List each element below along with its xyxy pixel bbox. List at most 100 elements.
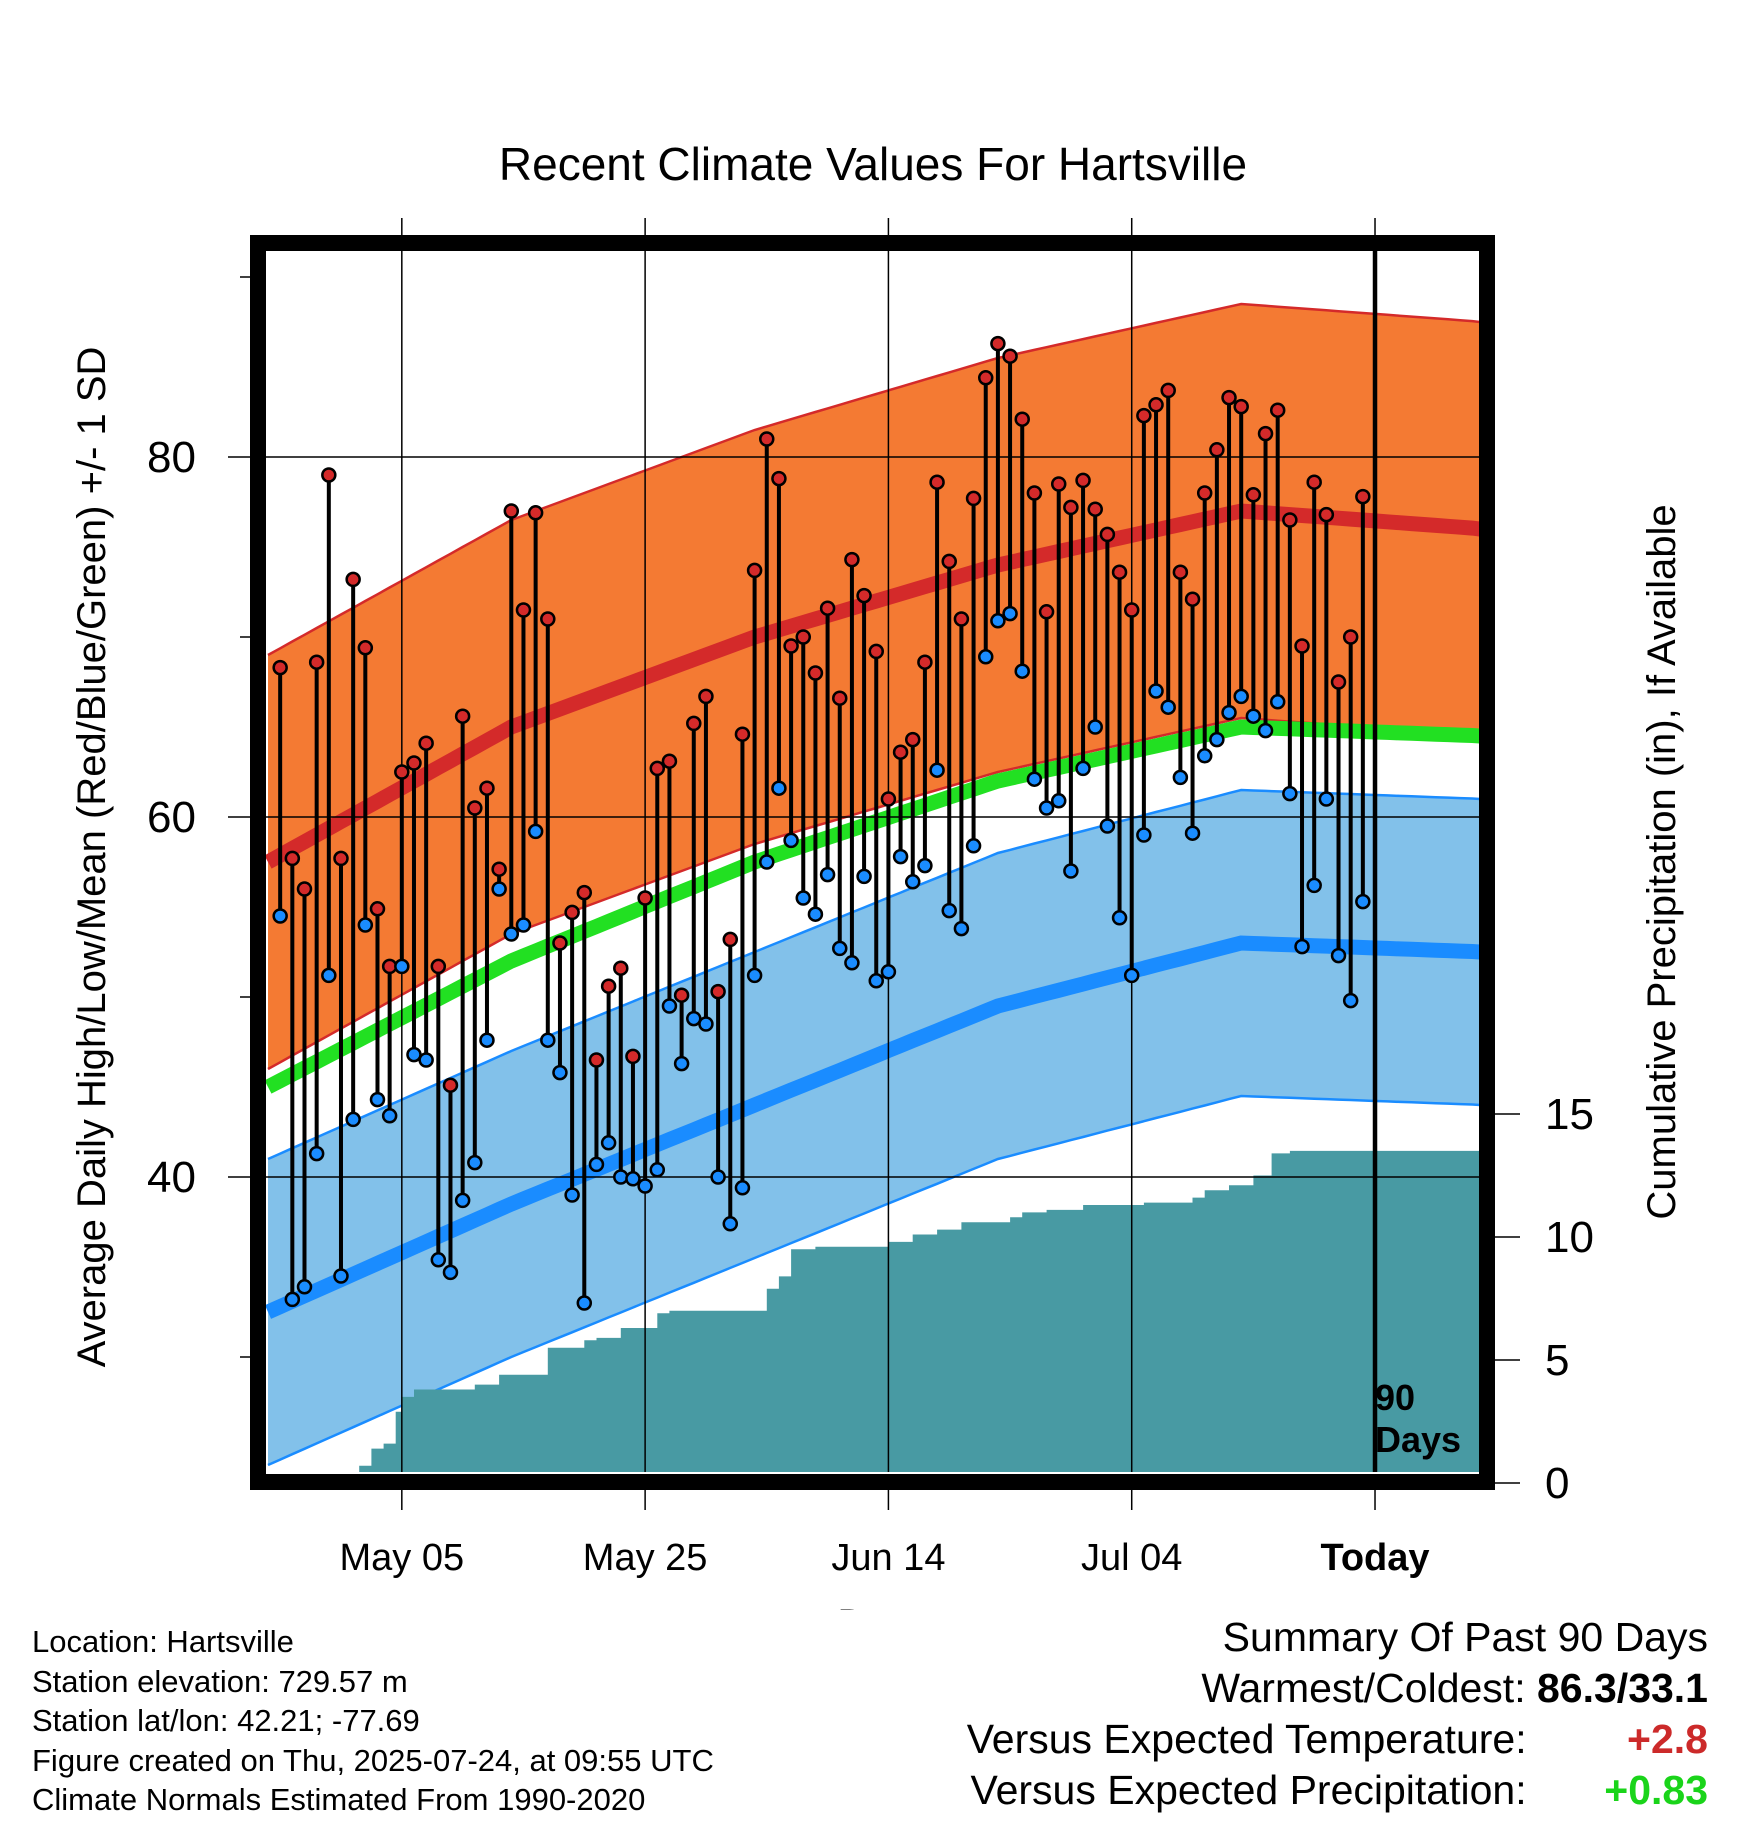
- daily-low-point: [965, 838, 982, 854]
- daily-high-point: [880, 791, 897, 807]
- daily-high-point: [1330, 674, 1347, 690]
- daily-low-point: [1014, 663, 1030, 679]
- station-metadata: Location: Hartsville Station elevation: …: [32, 1622, 714, 1820]
- daily-high-point: [1099, 526, 1116, 543]
- daily-low-point: [929, 762, 945, 778]
- daily-high-point: [552, 935, 568, 951]
- daily-low-point: [503, 926, 520, 942]
- normal-low-line: [265, 935, 1480, 1319]
- warmest-value: 86.3/33.1: [1537, 1665, 1708, 1711]
- daily-low-point: [746, 967, 763, 984]
- daily-high-point: [333, 850, 349, 867]
- daily-high-point: [564, 904, 580, 921]
- daily-low-point: [1172, 769, 1189, 786]
- daily-low-point: [686, 1010, 702, 1027]
- daily-low-point: [637, 1178, 653, 1194]
- daily-high-point: [1172, 564, 1189, 580]
- daily-low-point: [734, 1180, 751, 1196]
- daily-low-point: [661, 998, 678, 1014]
- daily-high-point: [1111, 564, 1128, 580]
- daily-high-point: [321, 467, 337, 483]
- daily-high-point: [1233, 398, 1249, 415]
- daily-low-point: [527, 823, 544, 840]
- daily-low-point: [1160, 699, 1176, 715]
- y-left-tick-label: 80: [147, 433, 196, 482]
- daily-low-point: [1038, 800, 1055, 816]
- daily-low-point: [880, 964, 897, 980]
- daily-high-point: [1196, 485, 1213, 501]
- daily-high-point: [722, 931, 739, 948]
- daily-low-point: [1087, 719, 1103, 735]
- daily-high-point: [977, 370, 994, 386]
- daily-series: [272, 335, 1371, 1311]
- daily-high-point: [686, 715, 702, 732]
- daily-high-point: [832, 690, 848, 706]
- daily-low-point: [1318, 791, 1335, 807]
- daily-low-point: [953, 920, 970, 937]
- y-right-tick-label: 10: [1545, 1213, 1594, 1262]
- precip-vs-label: Versus Expected Precipitation:: [970, 1767, 1527, 1813]
- daily-high-point: [759, 431, 775, 447]
- daily-high-point: [698, 688, 714, 705]
- daily-low-point: [1245, 708, 1262, 724]
- x-tick-label: Jun 14: [831, 1537, 945, 1579]
- daily-high-point: [284, 850, 301, 867]
- daily-high-point: [576, 884, 593, 901]
- daily-low-point: [1136, 827, 1152, 843]
- x-tick-label: Jul 04: [1081, 1537, 1182, 1579]
- elevation-text: Station elevation: 729.57 m: [32, 1663, 408, 1699]
- daily-low-point: [515, 917, 532, 933]
- daily-high-point: [1148, 397, 1164, 413]
- temp-vs-value: +2.8: [1627, 1716, 1708, 1762]
- daily-low-point: [1050, 793, 1067, 809]
- daily-low-point: [1233, 688, 1249, 705]
- daily-low-point: [576, 1295, 593, 1311]
- y-right-tick-label: 15: [1545, 1090, 1594, 1139]
- daily-high-point: [1160, 382, 1176, 399]
- y-left-tick-label: 60: [147, 793, 196, 842]
- daily-high-point: [394, 764, 410, 780]
- daily-low-point: [479, 1032, 495, 1048]
- cumulative-precip-area: [359, 1150, 1480, 1472]
- daily-high-point: [953, 611, 970, 627]
- daily-low-point: [613, 1169, 629, 1185]
- daily-low-point: [321, 967, 337, 984]
- low-sd-band-lower-edge: [267, 1094, 1480, 1467]
- daily-low-point: [369, 1091, 386, 1108]
- daily-high-point: [795, 629, 812, 645]
- daily-low-point: [564, 1187, 580, 1203]
- daily-high-point: [613, 960, 629, 976]
- daily-low-point: [625, 1171, 641, 1187]
- daily-high-point: [1026, 485, 1043, 501]
- plot-frame: [250, 235, 1495, 1490]
- axes: May 05 May 25 Jun 14 Jul 04 Today 40 60 80 0 5 10 1…: [147, 218, 1594, 1579]
- temp-vs-label: Versus Expected Temperature:: [966, 1716, 1527, 1762]
- daily-high-point: [442, 1077, 459, 1093]
- daily-high-point: [1014, 411, 1030, 427]
- normals-text: Climate Normals Estimated From 1990-2020: [32, 1782, 646, 1817]
- daily-low-point: [454, 1192, 471, 1209]
- daily-high-point: [1123, 602, 1140, 618]
- daily-low-point: [467, 1154, 483, 1171]
- high-sd-band: [268, 304, 1480, 1069]
- daily-low-point: [406, 1046, 422, 1063]
- daily-low-point: [540, 1032, 556, 1048]
- daily-low-point: [904, 874, 921, 890]
- precip-vs-expected-row: Versus Expected Precipitation: +0.83: [967, 1765, 1709, 1816]
- precipitation-area: [359, 1150, 1480, 1472]
- y-right-tick-label: 0: [1545, 1459, 1569, 1508]
- daily-high-point: [746, 562, 763, 579]
- daily-high-point: [345, 571, 361, 588]
- high-sd-band-upper-edge: [267, 302, 1480, 657]
- x-axis-label: Day: [837, 1602, 908, 1610]
- daily-low-point: [649, 1162, 666, 1178]
- y-right-tick-label: 5: [1545, 1336, 1569, 1385]
- daily-high-point: [406, 755, 422, 771]
- daily-high-point: [467, 800, 483, 816]
- daily-low-point: [795, 890, 812, 906]
- daily-high-point: [649, 760, 666, 777]
- daily-high-point: [296, 881, 313, 897]
- daily-high-point: [1038, 604, 1055, 620]
- daily-high-point: [1209, 442, 1225, 458]
- daily-low-point: [308, 1145, 325, 1162]
